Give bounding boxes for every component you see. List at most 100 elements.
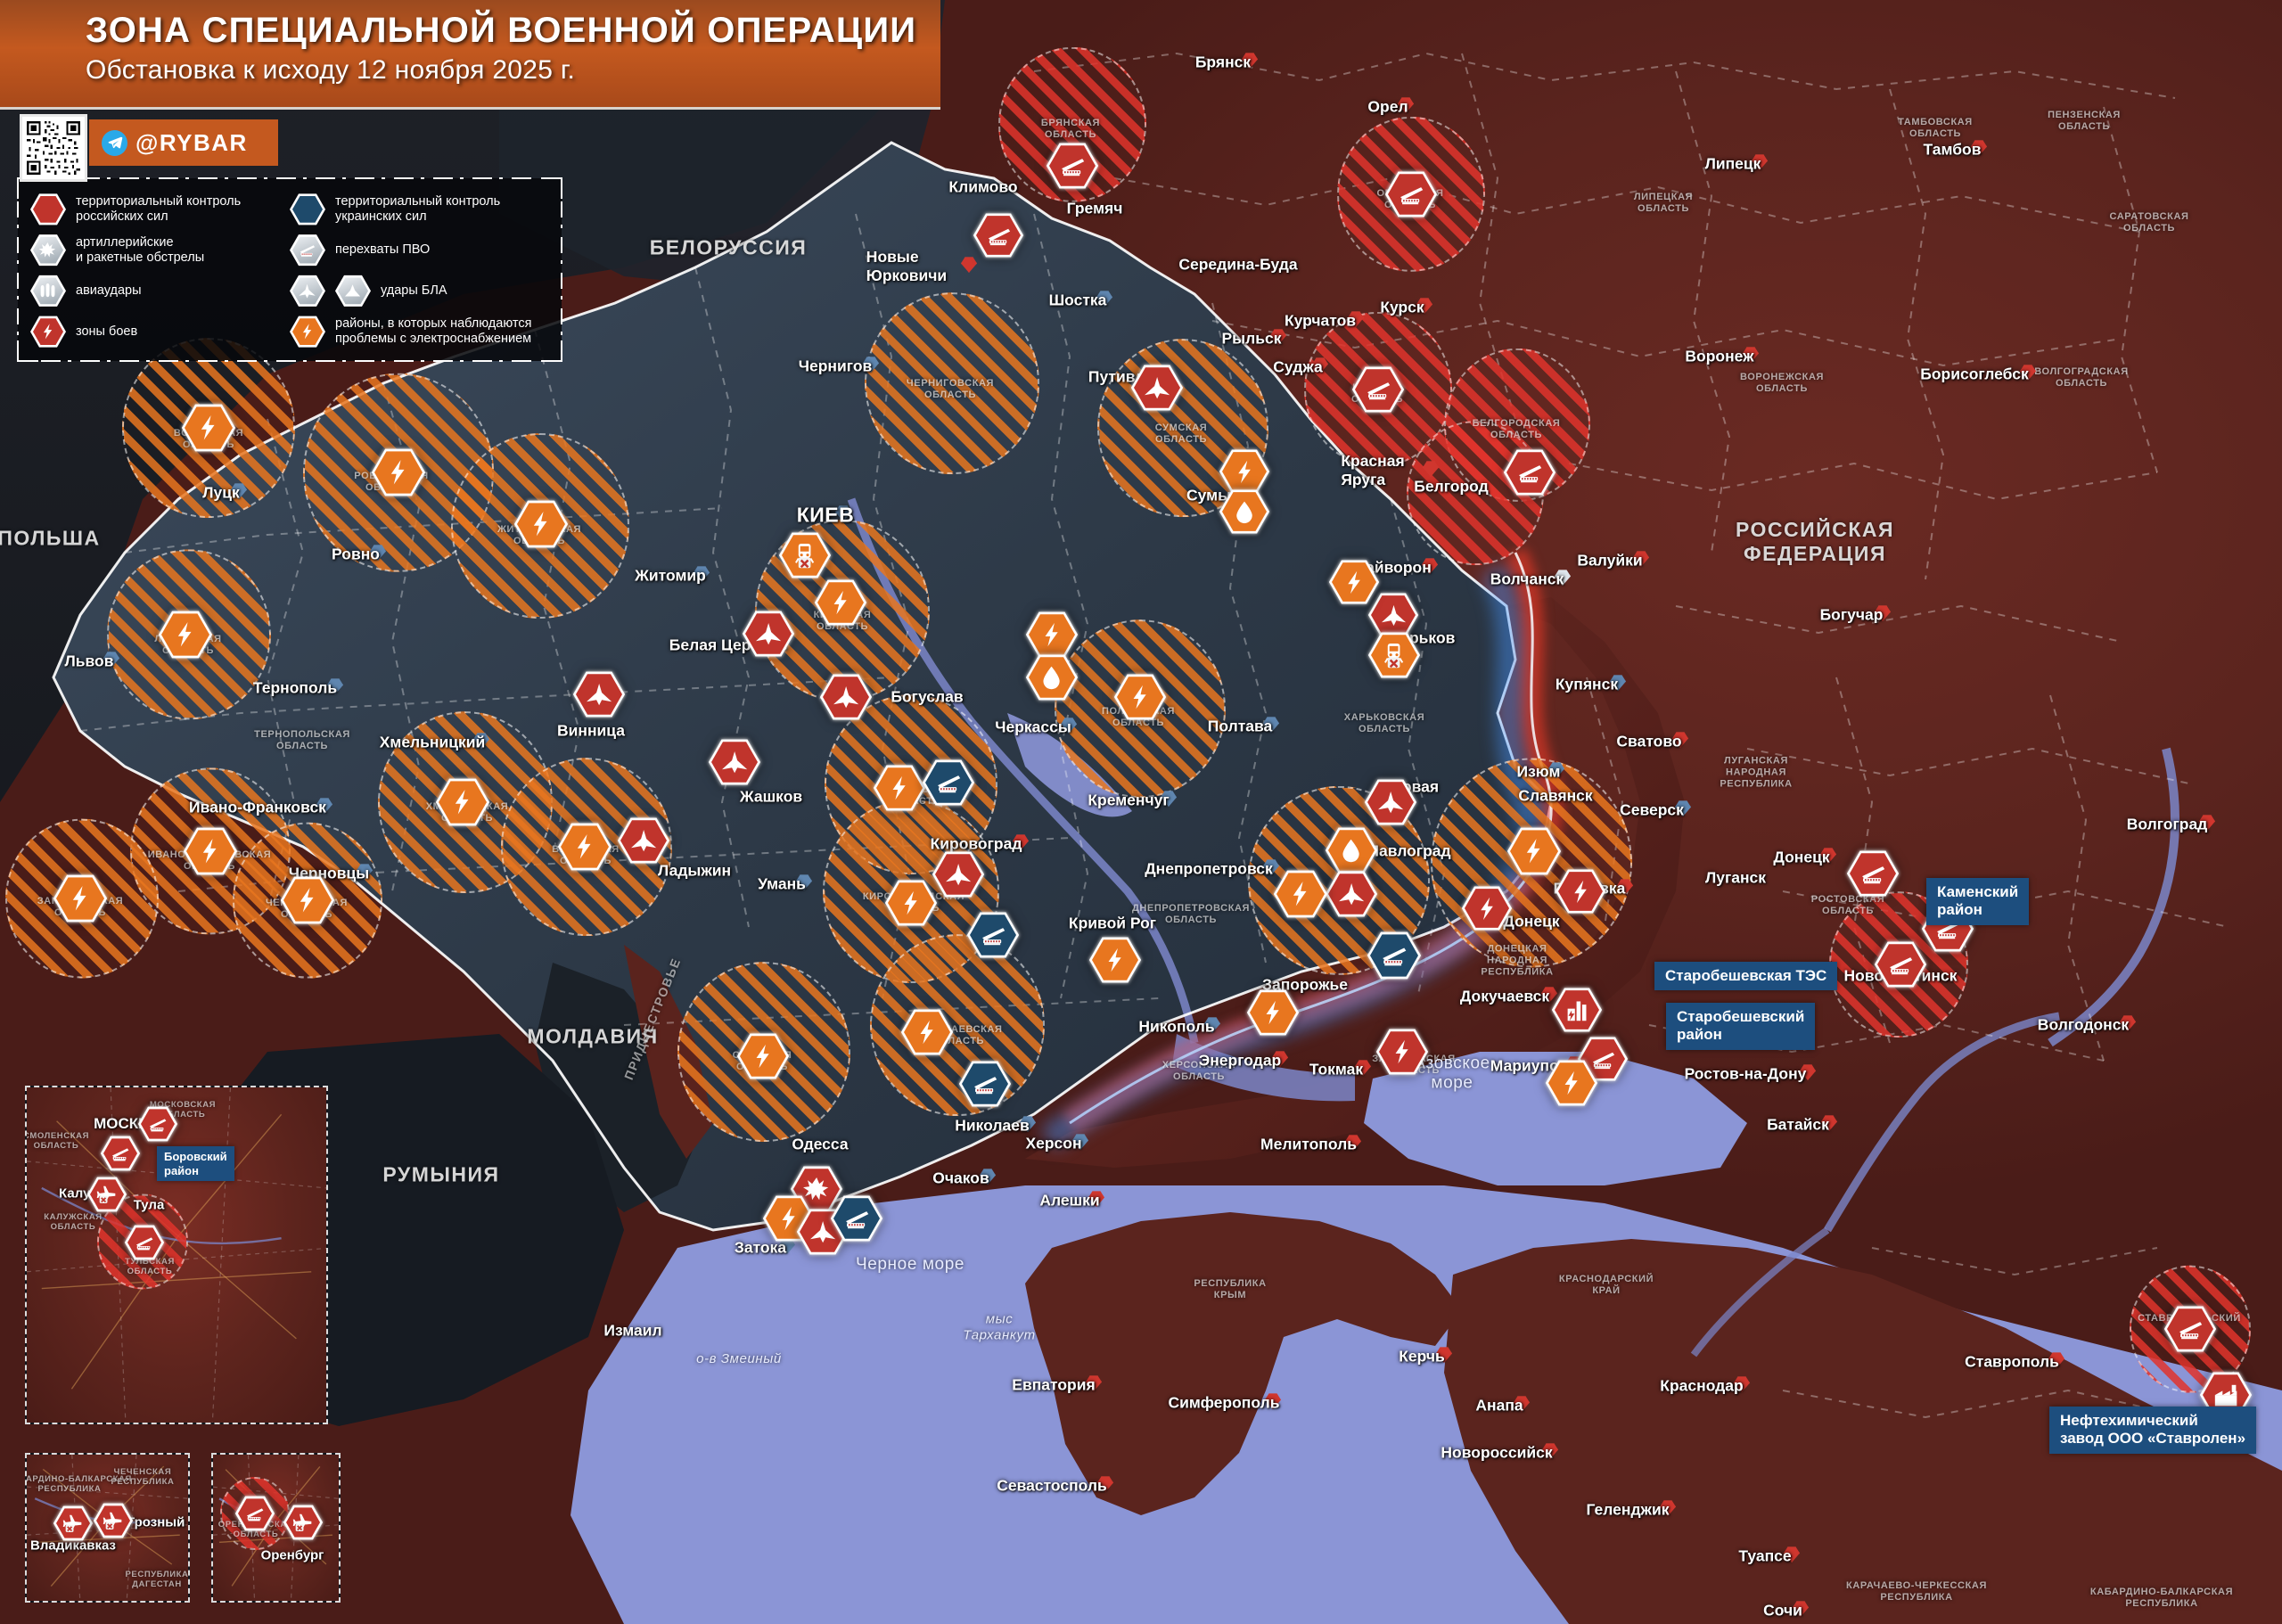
event-marker-air-defense[interactable] xyxy=(959,1060,1011,1108)
city-pin[interactable] xyxy=(694,566,710,586)
event-marker-air-defense[interactable] xyxy=(831,1194,882,1243)
city-pin[interactable] xyxy=(316,798,332,817)
event-marker-lightning-orange[interactable] xyxy=(1026,611,1078,659)
event-marker-air-defense[interactable] xyxy=(125,1225,164,1261)
event-marker-air-defense[interactable] xyxy=(1875,940,1926,988)
city-pin[interactable] xyxy=(1312,357,1328,377)
city-pin[interactable] xyxy=(1821,1115,1837,1135)
city-pin[interactable] xyxy=(1743,347,1759,366)
event-marker-air-defense[interactable] xyxy=(1352,365,1404,414)
event-marker-airport-closed[interactable] xyxy=(87,1177,127,1213)
city-pin[interactable] xyxy=(1013,834,1029,854)
city-pin[interactable] xyxy=(1542,1443,1558,1463)
city-pin[interactable] xyxy=(1072,1134,1088,1153)
city-pin[interactable] xyxy=(1548,762,1564,782)
event-marker-uav-drone[interactable] xyxy=(932,850,984,898)
city-pin[interactable] xyxy=(1096,291,1112,310)
event-marker-fuel-drop[interactable] xyxy=(1026,653,1078,701)
city-pin[interactable] xyxy=(796,874,812,894)
city-pin[interactable] xyxy=(473,733,489,752)
event-marker-lightning-orange[interactable] xyxy=(436,777,489,827)
city-pin[interactable] xyxy=(1793,1601,1809,1620)
event-marker-airport-closed[interactable] xyxy=(283,1505,323,1541)
event-marker-air-defense[interactable] xyxy=(101,1136,140,1172)
city-pin[interactable] xyxy=(1423,461,1439,480)
city-pin[interactable] xyxy=(1272,1051,1288,1070)
city-pin[interactable] xyxy=(1555,570,1571,589)
event-marker-lightning-orange[interactable] xyxy=(815,578,866,627)
event-marker-lightning-orange[interactable] xyxy=(182,403,235,453)
city-pin[interactable] xyxy=(1398,97,1414,117)
event-marker-uav-drone[interactable] xyxy=(618,816,669,865)
city-pin[interactable] xyxy=(1161,791,1177,810)
city-pin[interactable] xyxy=(327,678,343,698)
city-pin[interactable] xyxy=(1348,311,1364,331)
city-pin[interactable] xyxy=(1345,1135,1361,1154)
event-marker-air-defense[interactable] xyxy=(1504,448,1556,496)
caucasus-inset[interactable]: КАБАРДИНО-БАЛКАРСКАЯ РЕСПУБЛИКАЧЕЧЕНСКАЯ… xyxy=(25,1453,190,1603)
event-marker-uav-drone[interactable] xyxy=(743,610,794,658)
event-marker-lightning-orange[interactable] xyxy=(1329,559,1379,605)
city-pin[interactable] xyxy=(2020,365,2036,384)
city-pin[interactable] xyxy=(1633,551,1649,570)
event-marker-lightning-red[interactable] xyxy=(1556,868,1605,915)
city-pin[interactable] xyxy=(2199,815,2215,834)
city-pin[interactable] xyxy=(961,257,977,276)
event-marker-uav-drone[interactable] xyxy=(1326,870,1377,918)
city-pin[interactable] xyxy=(863,357,879,376)
event-marker-lightning-orange[interactable] xyxy=(159,610,212,660)
city-pin[interactable] xyxy=(370,545,386,564)
event-marker-lightning-orange[interactable] xyxy=(514,499,568,549)
city-pin[interactable] xyxy=(980,1169,996,1188)
event-marker-air-defense[interactable] xyxy=(2164,1305,2216,1353)
city-pin[interactable] xyxy=(2120,1015,2136,1035)
city-pin[interactable] xyxy=(1971,140,1987,160)
rybar-channel-bar[interactable]: @RYBAR xyxy=(89,119,278,166)
event-marker-uav-drone[interactable] xyxy=(1131,364,1183,412)
event-marker-uav-drone[interactable] xyxy=(820,673,872,721)
event-marker-lightning-orange[interactable] xyxy=(184,826,237,876)
event-marker-lightning-orange[interactable] xyxy=(281,875,334,925)
city-pin[interactable] xyxy=(1086,1375,1102,1395)
event-marker-air-defense[interactable] xyxy=(138,1106,177,1143)
event-marker-airport-closed[interactable] xyxy=(53,1505,93,1542)
city-pin[interactable] xyxy=(231,483,247,503)
event-marker-airport-closed[interactable] xyxy=(94,1503,133,1539)
city-pin[interactable] xyxy=(1820,848,1836,867)
city-pin[interactable] xyxy=(1436,1347,1452,1366)
city-pin[interactable] xyxy=(1660,1500,1676,1520)
city-pin[interactable] xyxy=(1204,1017,1220,1037)
city-pin[interactable] xyxy=(1061,718,1077,737)
city-pin[interactable] xyxy=(1514,1396,1530,1415)
event-marker-uav-drone[interactable] xyxy=(709,738,760,786)
event-marker-lightning-orange[interactable] xyxy=(737,1032,789,1080)
event-marker-train-blocked[interactable] xyxy=(779,531,831,579)
event-marker-lightning-orange[interactable] xyxy=(1114,673,1166,721)
event-marker-train-blocked[interactable] xyxy=(1368,631,1420,679)
city-pin[interactable] xyxy=(1617,879,1633,898)
moscow-inset[interactable]: МОСКОВСКАЯ ОБЛАСТЬ СМОЛЕНСКАЯ ОБЛАСТЬ КАЛУ… xyxy=(25,1086,328,1424)
event-marker-air-defense[interactable] xyxy=(923,759,974,807)
event-marker-air-defense[interactable] xyxy=(973,212,1023,258)
city-pin[interactable] xyxy=(1265,1393,1281,1413)
event-marker-air-defense[interactable] xyxy=(1847,849,1899,898)
event-marker-lightning-orange[interactable] xyxy=(1089,936,1141,984)
city-pin[interactable] xyxy=(1355,1060,1371,1079)
city-pin[interactable] xyxy=(1784,1546,1800,1566)
city-pin[interactable] xyxy=(1242,53,1258,72)
event-marker-lightning-orange[interactable] xyxy=(1546,1059,1597,1107)
event-marker-air-defense[interactable] xyxy=(1367,931,1421,980)
event-marker-lightning-orange[interactable] xyxy=(558,822,612,872)
city-pin[interactable] xyxy=(2048,1352,2064,1372)
city-pin[interactable] xyxy=(1422,558,1438,578)
event-marker-air-defense[interactable] xyxy=(235,1496,275,1532)
event-marker-uav-drone[interactable] xyxy=(573,670,625,718)
event-marker-air-defense[interactable] xyxy=(1385,170,1437,218)
city-pin[interactable] xyxy=(835,505,851,525)
city-pin[interactable] xyxy=(1672,732,1688,751)
city-pin[interactable] xyxy=(1416,298,1432,317)
event-marker-uav-drone[interactable] xyxy=(1365,778,1416,826)
city-pin[interactable] xyxy=(1675,800,1691,820)
city-pin[interactable] xyxy=(1752,154,1768,174)
